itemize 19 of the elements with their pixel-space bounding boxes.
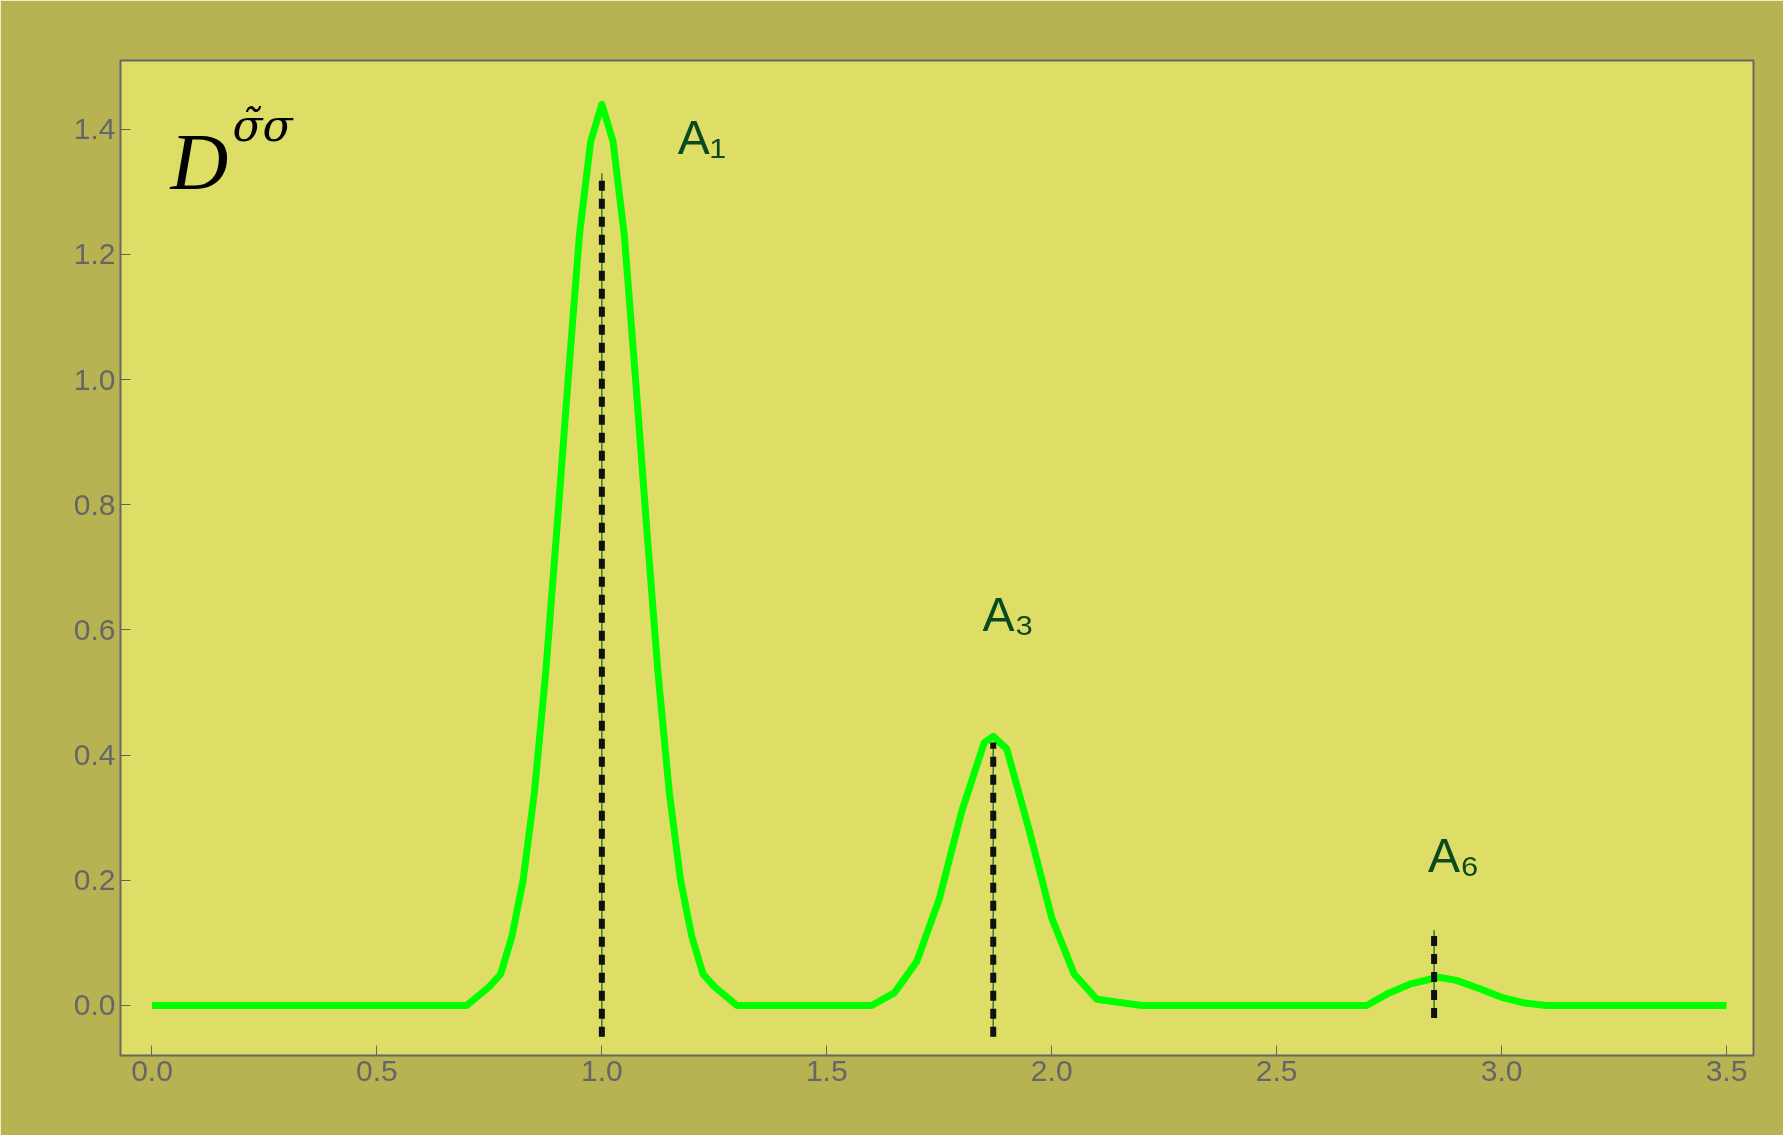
y-tick-label: 0.2 [73, 863, 116, 897]
annotation: A₁ [677, 111, 726, 165]
y-tick-label: 1.4 [73, 112, 116, 146]
x-tick-label: 1.5 [805, 1053, 848, 1087]
y-tick-label: 0.6 [73, 612, 116, 646]
annotation: A₆ [1427, 829, 1480, 883]
x-tick-label: 0.0 [131, 1053, 173, 1087]
x-tick-label: 0.5 [356, 1053, 398, 1087]
y-tick-label: 0.4 [73, 738, 116, 772]
y-tick-label: 0.0 [73, 988, 116, 1022]
x-tick-label: 2.0 [1030, 1053, 1073, 1087]
x-tick-label: 1.0 [581, 1053, 623, 1087]
x-tick-label: 3.5 [1705, 1053, 1748, 1087]
annotation: A₃ [982, 588, 1035, 642]
y-tick-label: 1.2 [73, 237, 116, 271]
x-tick-label: 2.5 [1255, 1053, 1298, 1087]
y-tick-label: 1.0 [73, 362, 116, 396]
y-tick-label: 0.8 [73, 487, 116, 521]
x-tick-label: 3.0 [1480, 1053, 1523, 1087]
